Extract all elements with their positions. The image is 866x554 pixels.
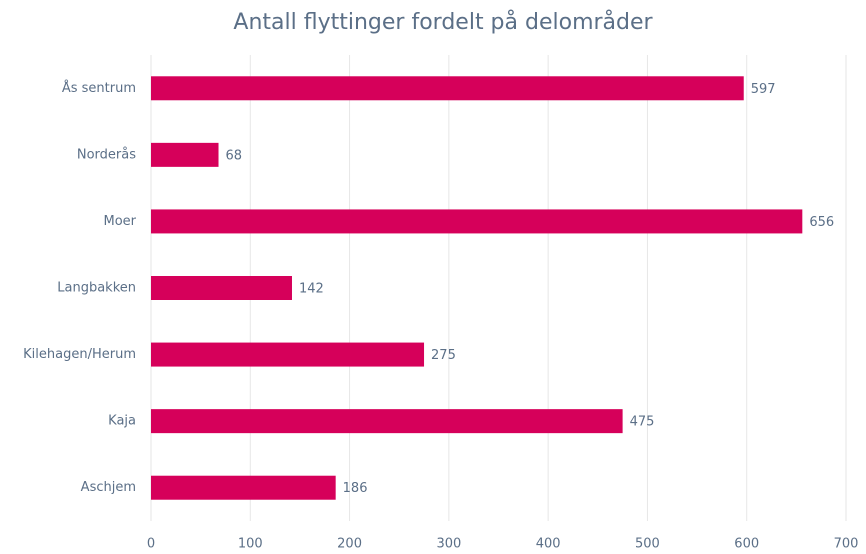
- x-tick-label: 600: [734, 537, 759, 552]
- bar: [151, 409, 623, 434]
- y-tick-label: Aschjem: [81, 480, 136, 495]
- y-tick-label: Norderås: [77, 147, 136, 162]
- x-tick-label: 300: [436, 537, 461, 552]
- x-tick-label: 700: [834, 537, 859, 552]
- bar: [151, 276, 292, 300]
- data-label: 186: [343, 481, 368, 496]
- data-label: 142: [299, 282, 324, 297]
- y-tick-label: Moer: [103, 214, 136, 229]
- bar: [151, 475, 336, 500]
- bar: [151, 209, 803, 234]
- x-tick-label: 0: [147, 537, 155, 552]
- bar: [151, 342, 425, 367]
- y-tick-label: Langbakken: [57, 281, 136, 296]
- data-label: 475: [630, 415, 655, 430]
- bar: [151, 142, 219, 167]
- data-label: 68: [226, 148, 243, 163]
- y-tick-label: Kilehagen/Herum: [23, 347, 136, 362]
- y-tick-label: Kaja: [108, 414, 136, 429]
- x-tick-label: 400: [536, 537, 561, 552]
- data-label: 275: [431, 348, 456, 363]
- chart-title: Antall flyttinger fordelt på delområder: [233, 9, 653, 35]
- bar: [151, 76, 744, 101]
- x-tick-label: 200: [337, 537, 362, 552]
- data-label: 597: [751, 82, 776, 97]
- data-label: 656: [809, 215, 834, 230]
- x-tick-label: 500: [635, 537, 660, 552]
- x-tick-label: 100: [238, 537, 263, 552]
- y-tick-label: Ås sentrum: [62, 80, 136, 96]
